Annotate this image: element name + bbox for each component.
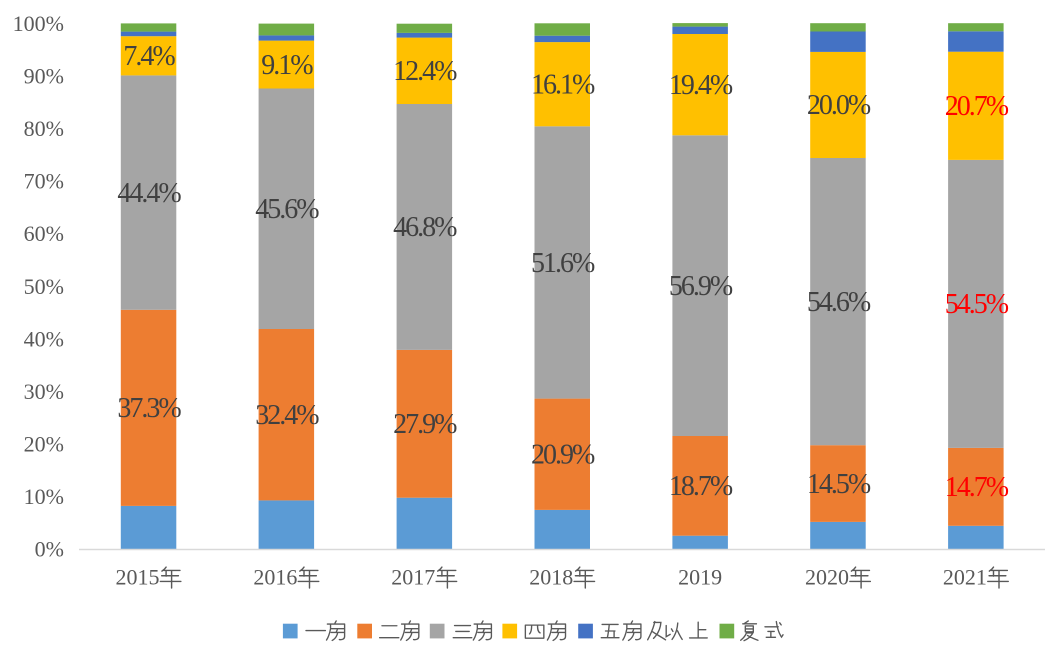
svg-text:2016: 2016 (253, 565, 297, 590)
svg-text:18.7%: 18.7% (669, 471, 733, 502)
svg-text:2018: 2018 (529, 565, 573, 590)
svg-text:40%: 40% (24, 326, 64, 351)
svg-text:2021: 2021 (943, 565, 987, 590)
svg-text:2019: 2019 (678, 565, 722, 590)
svg-text:90%: 90% (24, 63, 64, 88)
svg-text:14.7%: 14.7% (945, 472, 1009, 503)
svg-text:30%: 30% (24, 379, 64, 404)
svg-text:2020: 2020 (805, 565, 849, 590)
svg-text:10%: 10% (24, 484, 64, 509)
svg-text:19.4%: 19.4% (669, 70, 733, 101)
svg-text:32.4%: 32.4% (255, 400, 319, 431)
svg-text:20.0%: 20.0% (807, 90, 871, 121)
svg-text:20%: 20% (24, 432, 64, 457)
svg-text:12.4%: 12.4% (393, 56, 457, 87)
svg-text:100%: 100% (13, 11, 64, 36)
svg-text:70%: 70% (24, 169, 64, 194)
svg-text:56.9%: 56.9% (669, 271, 733, 302)
svg-text:2017: 2017 (391, 565, 435, 590)
svg-text:46.8%: 46.8% (393, 212, 457, 243)
svg-text:7.4%: 7.4% (123, 41, 175, 72)
svg-text:50%: 50% (24, 274, 64, 299)
svg-text:14.5%: 14.5% (807, 469, 871, 500)
svg-text:45.6%: 45.6% (255, 194, 319, 225)
svg-text:60%: 60% (24, 221, 64, 246)
svg-text:20.7%: 20.7% (945, 91, 1009, 122)
svg-text:37.3%: 37.3% (117, 393, 181, 424)
svg-text:27.9%: 27.9% (393, 409, 457, 440)
svg-text:54.6%: 54.6% (807, 287, 871, 318)
svg-text:20.9%: 20.9% (531, 440, 595, 471)
svg-text:51.6%: 51.6% (531, 248, 595, 279)
svg-text:9.1%: 9.1% (261, 50, 313, 81)
svg-text:0%: 0% (35, 537, 64, 562)
svg-text:80%: 80% (24, 116, 64, 141)
svg-text:44.4%: 44.4% (117, 178, 181, 209)
svg-text:16.1%: 16.1% (531, 70, 595, 101)
svg-text:54.5%: 54.5% (945, 289, 1009, 320)
svg-text:2015: 2015 (116, 565, 160, 590)
